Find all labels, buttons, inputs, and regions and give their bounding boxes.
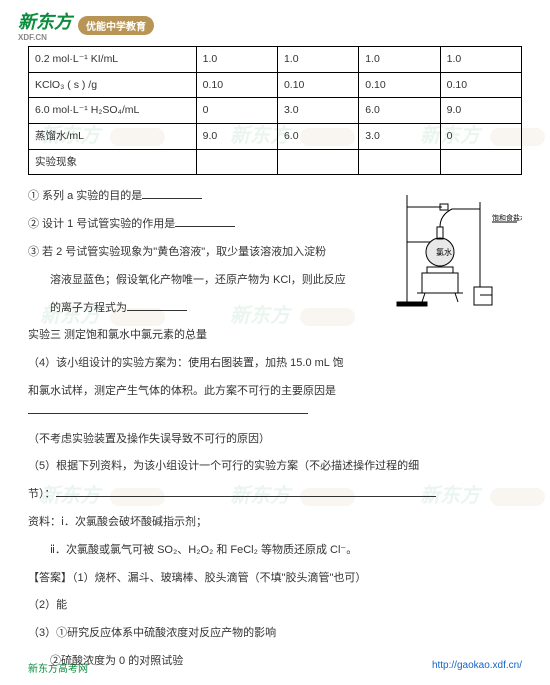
question-4c: （不考虑实验装置及操作失误导致不可行的原因） bbox=[28, 430, 522, 450]
answer-3b: ②硫酸浓度为 0 的对照试验 bbox=[50, 652, 522, 672]
experiment-table: 0.2 mol·L⁻¹ KI/mL1.01.01.01.0 KClO₃ ( s … bbox=[28, 46, 522, 175]
diagram-label-main: 氯水 bbox=[436, 247, 452, 257]
answer-2: （2）能 bbox=[28, 596, 522, 616]
table-row: KClO₃ ( s ) /g0.100.100.100.10 bbox=[29, 72, 522, 98]
blank-field bbox=[127, 299, 187, 311]
answer-1: 【答案】（1）烧杯、漏斗、玻璃棒、胶头滴管（不填"胶头滴管"也可） bbox=[28, 569, 522, 589]
diagram-label-side: 饱和食盐水 bbox=[492, 213, 522, 222]
table-row: 蒸馏水/mL9.06.03.00 bbox=[29, 124, 522, 150]
apparatus-diagram: 氯水 饱和食盐水 bbox=[392, 187, 522, 317]
page-header: 新东方 XDF.CN 优能中学教育 bbox=[0, 0, 550, 46]
question-5a: （5）根据下列资料，为该小组设计一个可行的实验方案（不必描述操作过程的细 bbox=[28, 457, 522, 477]
logo-xdf: 新东方 XDF.CN bbox=[18, 8, 72, 42]
question-5b: 节）： bbox=[28, 485, 522, 505]
material-2: ⅱ．次氯酸或氯气可被 SO₂、H₂O₂ 和 FeCl₂ 等物质还原成 Cl⁻。 bbox=[50, 541, 522, 561]
page-content: 0.2 mol·L⁻¹ KI/mL1.01.01.01.0 KClO₃ ( s … bbox=[0, 46, 550, 672]
logo-xdf-sub: XDF.CN bbox=[18, 34, 72, 42]
experiment-3-title: 实验三 测定饱和氯水中氯元素的总量 bbox=[28, 326, 522, 346]
question-4b: 和氯水试样，测定产生气体的体积。此方案不可行的主要原因是 bbox=[28, 382, 522, 422]
logo-xdf-text: 新东方 bbox=[18, 12, 72, 32]
material-1: 资料：ⅰ．次氯酸会破坏酸碱指示剂； bbox=[28, 513, 522, 533]
blank-field bbox=[175, 215, 235, 227]
table-row: 0.2 mol·L⁻¹ KI/mL1.01.01.01.0 bbox=[29, 47, 522, 73]
answer-3a: （3）①研究反应体系中硫酸浓度对反应产物的影响 bbox=[28, 624, 522, 644]
table-row: 实验现象 bbox=[29, 149, 522, 175]
blank-field bbox=[142, 187, 202, 199]
table-row: 6.0 mol·L⁻¹ H₂SO₄/mL03.06.09.0 bbox=[29, 98, 522, 124]
logo-youneng: 优能中学教育 bbox=[78, 16, 154, 35]
blank-field bbox=[56, 485, 436, 497]
question-4a: （4）该小组设计的实验方案为：使用右图装置，加热 15.0 mL 饱 bbox=[28, 354, 522, 374]
blank-field bbox=[28, 402, 308, 414]
